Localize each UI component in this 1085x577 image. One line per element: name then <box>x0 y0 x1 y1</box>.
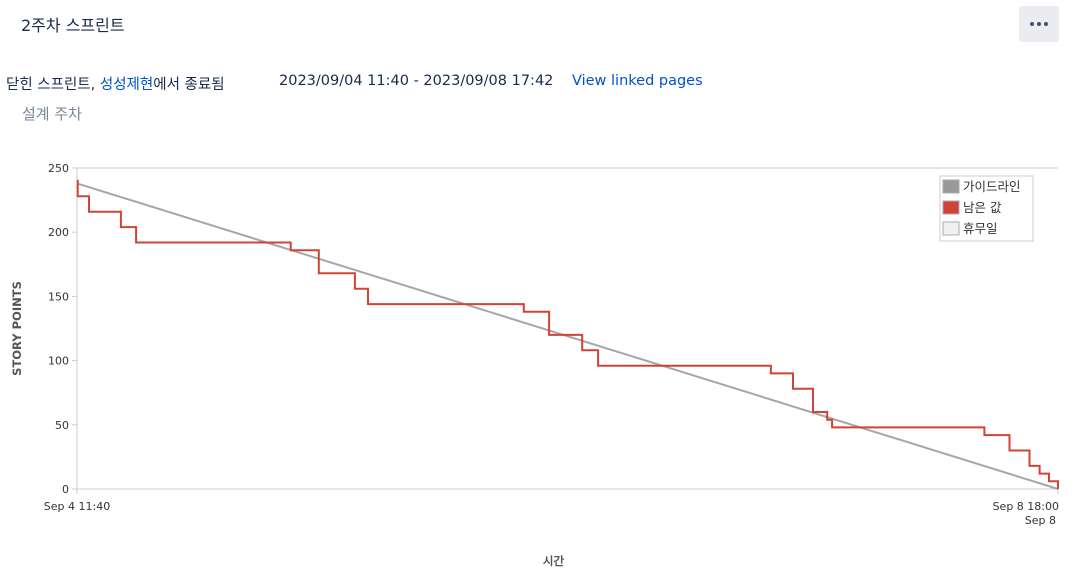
x-tick-label: Sep 8 18:00 <box>993 500 1059 513</box>
plot-frame <box>76 167 1058 490</box>
y-tick-label: 200 <box>48 226 69 239</box>
x-axis-label: 시간 <box>543 554 565 568</box>
y-tick-label: 150 <box>48 290 69 303</box>
series-guideline <box>76 182 1059 490</box>
view-linked-pages-link[interactable]: View linked pages <box>572 73 703 89</box>
legend-swatch <box>942 200 960 215</box>
sprint-status-suffix: 에서 종료됨 <box>153 77 225 93</box>
legend-swatch <box>942 221 960 236</box>
y-tick-label: 0 <box>62 483 69 496</box>
sprint-meta-row: 닫힌 스프린트, 성성제현에서 종료됨 2023/09/04 11:40 - 2… <box>6 73 703 94</box>
y-axis-label: STORY POINTS <box>10 281 24 376</box>
sprint-title: 2주차 스프린트 <box>21 16 125 35</box>
legend-label: 남은 값 <box>963 200 1002 215</box>
more-actions-button[interactable] <box>1019 6 1059 42</box>
ellipsis-icon <box>1030 22 1034 26</box>
y-tick-label: 100 <box>48 355 69 368</box>
legend-swatch <box>942 179 960 194</box>
ellipsis-icon-dot <box>1044 22 1048 26</box>
x-tick-label: Sep 4 11:40 <box>44 500 110 513</box>
series-remaining <box>76 179 1059 489</box>
ellipsis-icon-dot <box>1037 22 1041 26</box>
y-tick-label: 250 <box>48 162 69 175</box>
sprint-date-range: 2023/09/04 11:40 - 2023/09/08 17:42 <box>279 73 554 89</box>
sprint-status-text: 닫힌 스프린트, <box>6 77 100 93</box>
y-axis-ticks: 0 50 100 150 200 250 <box>48 162 77 496</box>
legend-label: 휴무일 <box>963 221 998 236</box>
board-link[interactable]: 성성제현 <box>99 77 154 93</box>
x-tick-sublabel: Sep 8 <box>1025 514 1056 527</box>
sprint-goal: 설계 주차 <box>22 105 82 123</box>
series-layer <box>76 179 1059 490</box>
legend-label: 가이드라인 <box>963 179 1021 194</box>
y-tick-label: 50 <box>55 419 69 432</box>
